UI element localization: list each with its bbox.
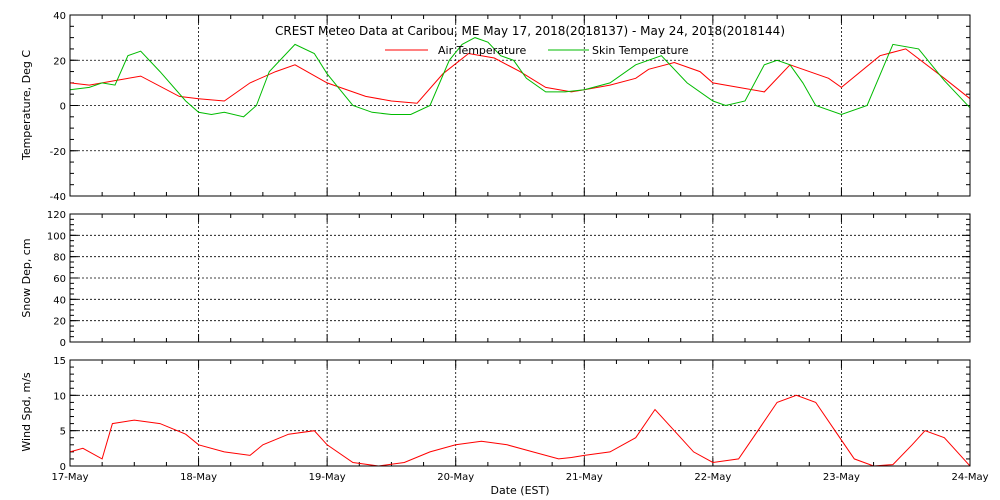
y-tick-label: 15 [53, 356, 66, 367]
y-tick-label: 80 [53, 253, 66, 264]
y-tick-label: 0 [60, 102, 66, 113]
plot-frame [69, 14, 971, 197]
legend-air-temperature: Air Temperature [438, 44, 527, 57]
plot-frame [69, 359, 971, 467]
panel-2: 0 5 10 15 [53, 356, 971, 473]
y-tick-label: 5 [60, 427, 66, 438]
y-tick-label: 60 [53, 274, 66, 285]
x-tick-label: 18-May [180, 472, 217, 483]
x-tick-label: 22-May [694, 472, 731, 483]
temperature-axis-label: Temperature, Deg C [20, 50, 33, 161]
legend-skin-temperature: Skin Temperature [592, 44, 689, 57]
series-skin-temperature [69, 37, 971, 118]
y-tick-label: 20 [53, 56, 66, 67]
plot-frame [69, 213, 971, 343]
wind-speed-axis-label: Wind Spd, m/s [20, 372, 33, 452]
panel-0: -40 -20 0 20 40 [50, 11, 971, 203]
y-tick-label: 40 [53, 295, 66, 306]
y-tick-label: 40 [53, 11, 66, 22]
y-tick-label: 100 [47, 231, 66, 242]
x-tick-label: 20-May [437, 472, 474, 483]
chart-title: CREST Meteo Data at Caribou, ME May 17, … [275, 24, 785, 38]
x-tick-label: 19-May [309, 472, 346, 483]
y-tick-label: 120 [47, 210, 66, 221]
y-tick-label: 0 [60, 462, 66, 473]
x-tick-label: 21-May [566, 472, 603, 483]
series-air-temperature [69, 48, 971, 104]
x-tick-label: 24-May [951, 472, 988, 483]
y-tick-label: 20 [53, 317, 66, 328]
series-wind-speed [69, 394, 971, 467]
y-tick-label: 0 [60, 338, 66, 349]
snow-depth-axis-label: Snow Dep, cm [20, 238, 33, 317]
y-tick-label: -20 [50, 147, 66, 158]
panel-1: 0 20 40 60 80 100 120 [47, 210, 971, 349]
y-tick-label: 10 [53, 391, 66, 402]
x-tick-label: 23-May [823, 472, 860, 483]
y-tick-label: -40 [50, 192, 66, 203]
date-axis-label: Date (EST) [490, 484, 549, 497]
x-tick-label: 17-May [51, 472, 88, 483]
legend: Air Temperature Skin Temperature [385, 44, 689, 57]
